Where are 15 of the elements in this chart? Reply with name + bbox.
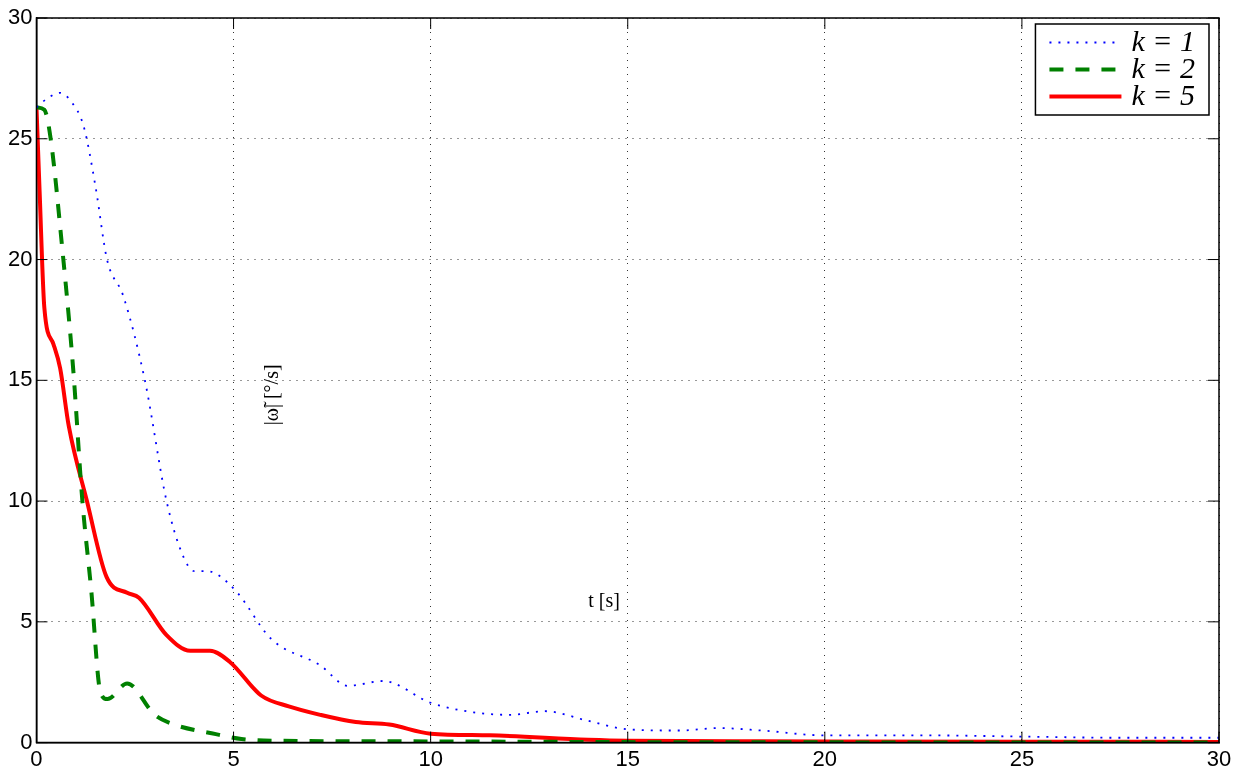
- y-axis-title: |ω̃| [°/s]: [260, 364, 284, 426]
- y-tick-label: 0: [20, 728, 33, 754]
- x-tick-label: 5: [227, 745, 240, 771]
- x-tick-label: 20: [812, 745, 838, 771]
- x-tick-label: 15: [615, 745, 640, 771]
- y-tick-label: 30: [7, 4, 33, 30]
- x-axis-title: t [s]: [588, 588, 620, 611]
- y-tick-label: 5: [20, 607, 33, 633]
- y-tick-label: 10: [7, 487, 33, 513]
- y-tick-label: 15: [7, 366, 33, 392]
- x-tick-label: 30: [1206, 745, 1232, 771]
- y-tick-label: 25: [7, 124, 33, 150]
- x-tick-label: 10: [418, 745, 443, 771]
- x-tick-label: 25: [1009, 745, 1035, 771]
- y-tick-label: 20: [7, 245, 33, 271]
